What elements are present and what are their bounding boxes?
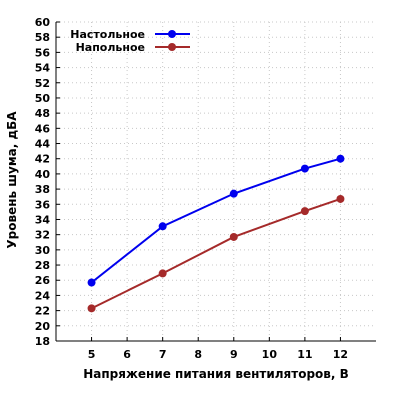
y-tick-label: 34	[35, 213, 51, 226]
x-tick-label: 8	[194, 348, 202, 361]
data-point	[300, 207, 309, 216]
series-2	[87, 194, 345, 313]
y-tick-label: 18	[35, 335, 50, 348]
data-point	[300, 164, 309, 173]
legend-marker	[168, 30, 176, 38]
y-tick-label: 50	[35, 92, 51, 105]
y-tick-label: 36	[35, 198, 51, 211]
y-tick-label: 42	[35, 153, 50, 166]
y-tick-label: 38	[35, 183, 50, 196]
x-tick-label: 9	[230, 348, 238, 361]
series-group	[87, 154, 345, 313]
x-tick-label: 10	[262, 348, 278, 361]
y-tick-label: 28	[35, 259, 50, 272]
y-tick-label: 26	[35, 274, 51, 287]
series-1	[87, 154, 345, 287]
y-tick-label: 54	[35, 62, 51, 75]
y-tick-label: 48	[35, 107, 50, 120]
tick-labels: 1820222426283032343638404244464850525456…	[35, 16, 348, 361]
x-tick-label: 11	[297, 348, 312, 361]
x-axis-title: Напряжение питания вентиляторов, В	[83, 367, 349, 381]
x-tick-label: 12	[333, 348, 348, 361]
x-tick-label: 5	[88, 348, 96, 361]
y-tick-label: 44	[35, 138, 51, 151]
data-point	[229, 189, 238, 198]
grid-lines	[56, 21, 376, 341]
data-point	[87, 278, 96, 287]
data-point	[158, 222, 167, 231]
y-tick-label: 52	[35, 77, 50, 90]
x-tick-label: 7	[159, 348, 167, 361]
y-tick-label: 58	[35, 31, 50, 44]
y-tick-label: 56	[35, 46, 51, 59]
chart-axes	[55, 21, 376, 342]
legend-label: Напольное	[76, 41, 145, 54]
series-line	[90, 157, 341, 284]
y-tick-label: 40	[35, 168, 51, 181]
y-axis-title: Уровень шума, дБА	[5, 111, 19, 249]
legend-item-2: Напольное	[76, 41, 190, 54]
legend-label: Настольное	[70, 28, 145, 41]
data-point	[158, 269, 167, 278]
y-tick-label: 60	[35, 16, 51, 29]
data-point	[336, 154, 345, 163]
y-tick-label: 20	[35, 320, 51, 333]
legend-item-1: Настольное	[70, 28, 190, 41]
data-point	[87, 304, 96, 313]
y-tick-label: 32	[35, 229, 50, 242]
legend-marker	[168, 43, 176, 51]
y-tick-label: 46	[35, 122, 51, 135]
y-tick-label: 24	[35, 289, 51, 302]
x-tick-label: 6	[123, 348, 131, 361]
data-point	[336, 194, 345, 203]
y-tick-label: 30	[35, 244, 51, 257]
data-point	[229, 232, 238, 241]
y-tick-label: 22	[35, 305, 50, 318]
